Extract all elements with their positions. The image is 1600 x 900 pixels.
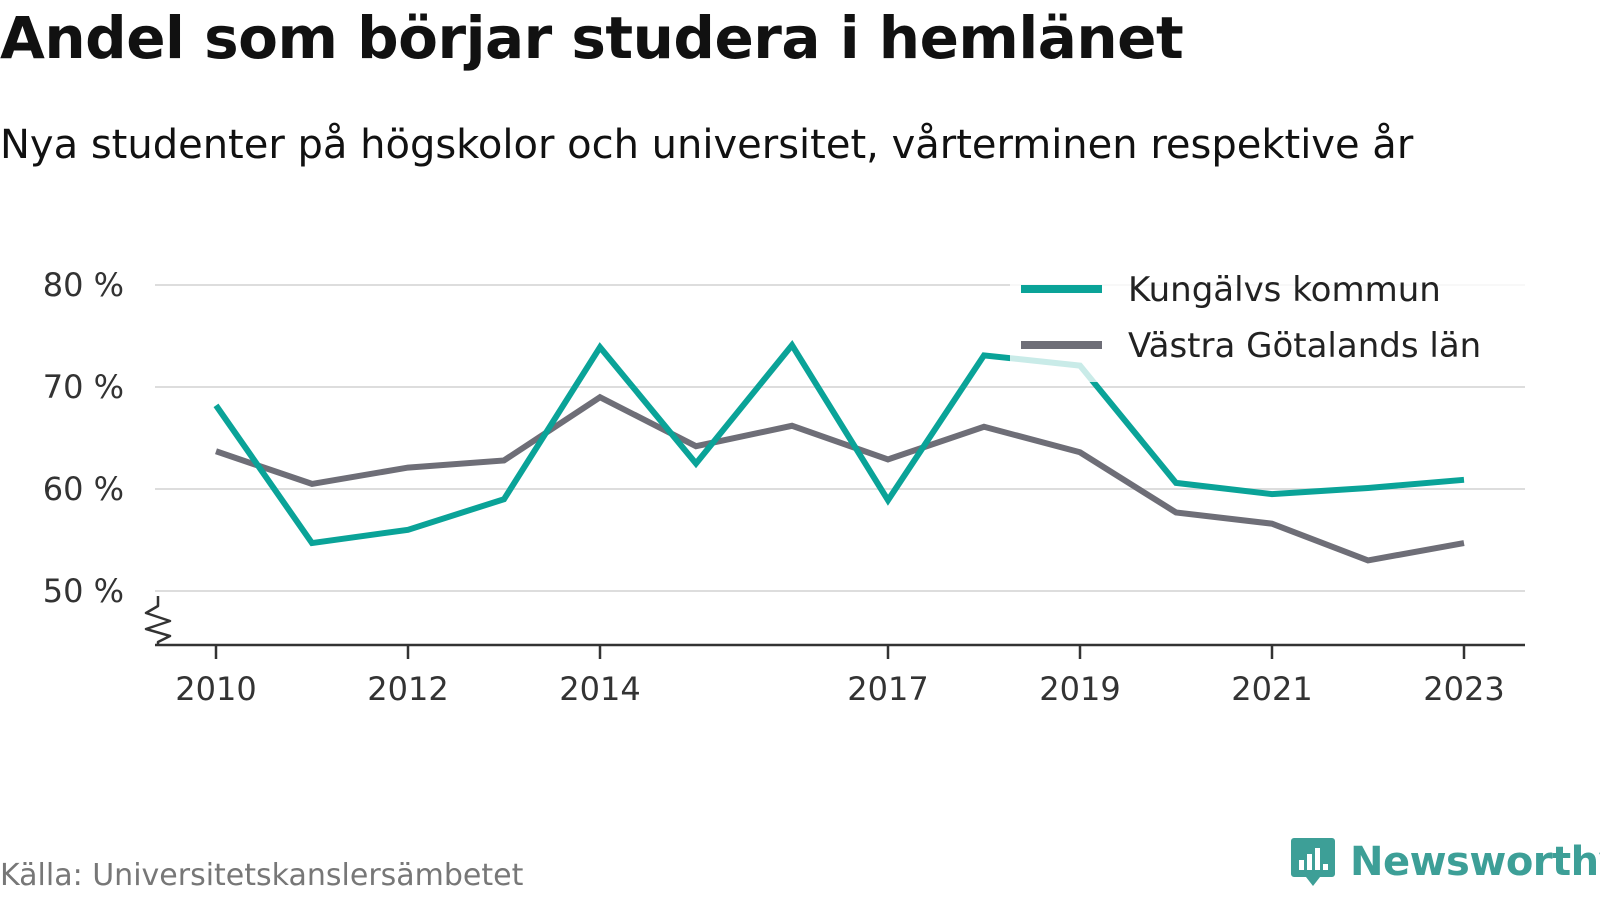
legend-background	[1010, 262, 1530, 382]
x-tick-label: 2010	[175, 670, 256, 708]
newsworthy-logo-icon	[1291, 838, 1335, 886]
chart-subtitle: Nya studenter på högskolor och universit…	[0, 122, 1414, 168]
y-tick-label: 80 %	[43, 266, 124, 304]
y-tick-label: 70 %	[43, 368, 124, 406]
series-line-kungalv	[213, 340, 1465, 547]
y-tick-label: 60 %	[43, 470, 124, 508]
x-tick-label: 2014	[559, 670, 640, 708]
source-note: Källa: Universitetskanslersämbetet	[0, 858, 524, 893]
x-tick-label: 2019	[1039, 670, 1120, 708]
chart-title: Andel som börjar studera i hemlänet	[0, 4, 1184, 72]
x-tick-label: 2012	[367, 670, 448, 708]
legend-label: Västra Götalands län	[1128, 326, 1481, 366]
x-tick-label: 2017	[847, 670, 928, 708]
y-axis-break-icon	[144, 596, 172, 645]
legend-label: Kungälvs kommun	[1128, 270, 1441, 310]
brand-name: Newsworthy	[1350, 839, 1600, 885]
x-tick-label: 2021	[1231, 670, 1312, 708]
x-tick-label: 2023	[1423, 670, 1504, 708]
brand-logo: Newsworthy	[1290, 836, 1600, 888]
y-tick-label: 50 %	[43, 572, 124, 610]
series-line-vastra-gotaland	[215, 393, 1465, 564]
